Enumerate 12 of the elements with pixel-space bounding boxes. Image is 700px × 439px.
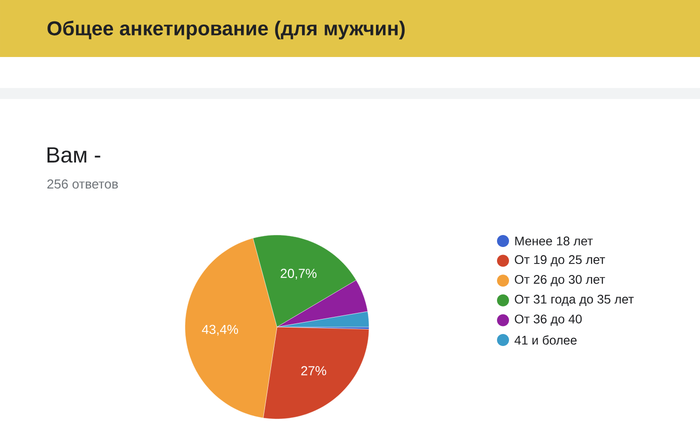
legend-label: От 19 до 25 лет [514,255,606,266]
legend-label: От 31 года до 35 лет [514,294,634,306]
chart-subtitle: Вам - [48,147,100,163]
legend-label: Менее 18 лет [515,236,593,246]
chart-title: Общее анкетирование (для мужчин) [48,20,405,40]
data-label: 27% [301,366,326,376]
data-label: 43,4% [202,324,238,336]
data-label: 20,7% [280,268,316,280]
text: 256 ответов [47,179,118,189]
legend-label: От 26 до 30 лет [514,274,606,286]
legend-label: От 36 до 40 [514,314,582,326]
legend-label: 41 и более [514,335,577,345]
